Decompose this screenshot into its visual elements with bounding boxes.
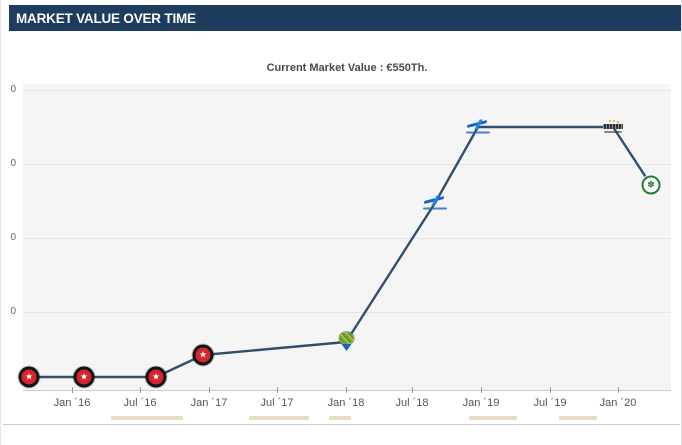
x-axis-tick-mark — [72, 387, 73, 393]
x-axis-tick-mark — [550, 387, 551, 393]
x-axis-tick-label: Jan ´18 — [327, 397, 365, 409]
x-axis-tick-label: Jan ´20 — [599, 397, 637, 409]
x-axis-tick-label: Jan ´17 — [190, 397, 228, 409]
y-gridline — [23, 238, 671, 239]
faint-legend-mark — [559, 416, 597, 420]
green-yellow-club-crest-icon — [339, 332, 353, 344]
x-axis-tick-label: Jul ´16 — [123, 397, 157, 409]
white-star-icon: ★ — [148, 369, 164, 385]
y-axis-tick-label: 0 — [10, 306, 16, 317]
data-point-marker[interactable] — [603, 120, 623, 134]
red-star-club-crest-icon: ★ — [73, 366, 95, 388]
white-star-icon: ★ — [21, 369, 37, 385]
faint-legend-mark — [111, 416, 183, 420]
data-point-marker[interactable] — [339, 332, 354, 352]
y-gridline — [23, 312, 671, 313]
white-star-icon: ★ — [76, 369, 92, 385]
green-ring-club-crest-icon: ✽ — [647, 179, 655, 190]
widget-header: MARKET VALUE OVER TIME — [9, 5, 681, 31]
x-axis-tick-mark — [277, 387, 278, 393]
x-axis-tick-mark — [481, 387, 482, 393]
crest-caption-text — [466, 131, 490, 134]
red-star-club-crest-icon: ★ — [145, 366, 167, 388]
y-axis-tick-label: 0 — [10, 158, 16, 169]
red-star-club-crest-icon: ★ — [18, 366, 40, 388]
y-axis-tick-label: 0 — [10, 232, 16, 243]
faint-legend-mark — [329, 416, 351, 420]
y-axis-tick-label: 0 — [10, 84, 16, 95]
dark-club-crest-icon — [603, 124, 623, 129]
crest-caption-text — [604, 131, 622, 133]
data-point-marker[interactable] — [466, 119, 490, 135]
x-axis-tick-mark — [140, 387, 141, 393]
data-point-marker[interactable]: ★ — [192, 344, 214, 366]
faint-legend-mark — [249, 416, 309, 420]
x-axis-tick-label: Jan ´19 — [462, 397, 500, 409]
current-market-value-label: Current Market Value : €550Th. — [266, 62, 428, 74]
red-star-club-crest-icon: ★ — [192, 344, 214, 366]
data-point-marker[interactable]: ✽ — [641, 175, 661, 195]
x-axis-tick-mark — [209, 387, 210, 393]
white-star-icon: ★ — [195, 347, 211, 363]
data-point-marker[interactable]: ★ — [73, 366, 95, 388]
data-point-marker[interactable]: ★ — [145, 366, 167, 388]
data-point-marker[interactable] — [423, 195, 447, 211]
blue-pointer-icon — [341, 344, 351, 351]
faint-legend-mark — [469, 416, 517, 420]
data-point-marker[interactable]: ★ — [18, 366, 40, 388]
x-axis-tick-label: Jan ´16 — [53, 397, 91, 409]
y-gridline — [23, 90, 671, 91]
blue-club-crest-flash-icon — [431, 195, 440, 206]
x-axis-tick-mark — [618, 387, 619, 393]
crest-caption-text — [423, 207, 447, 210]
x-axis-tick-mark — [346, 387, 347, 393]
blue-club-crest-flash-icon — [474, 119, 483, 130]
x-axis-tick-label: Jul ´19 — [533, 397, 567, 409]
x-axis-tick-mark — [412, 387, 413, 393]
y-gridline — [23, 164, 671, 165]
widget-title: MARKET VALUE OVER TIME — [16, 10, 196, 26]
gold-dots-icon — [609, 120, 611, 122]
x-axis-tick-label: Jul ´17 — [260, 397, 294, 409]
card-bottom-border — [3, 424, 680, 425]
x-axis-tick-label: Jul ´18 — [395, 397, 429, 409]
